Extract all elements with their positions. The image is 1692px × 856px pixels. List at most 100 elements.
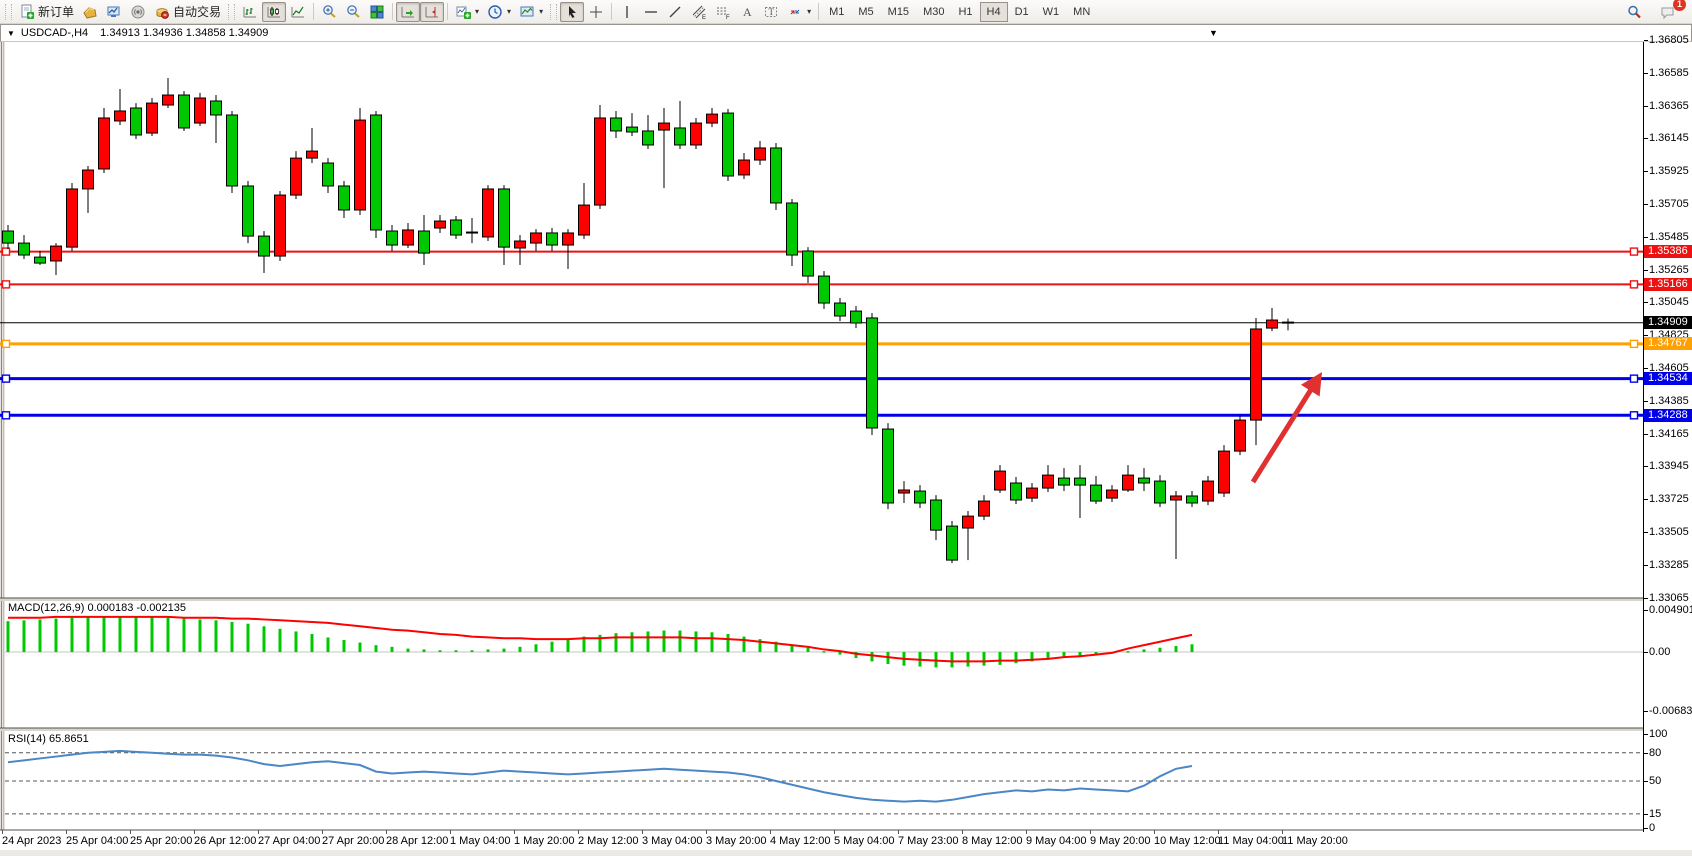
market-watch-button[interactable] [102,2,126,22]
date-tick-mark [130,830,131,834]
chart-window-titlebar[interactable]: ▼ USDCAD-,H4 1.34913 1.34936 1.34858 1.3… [0,24,1692,42]
signal-button[interactable] [126,2,150,22]
toolbar-grip[interactable] [5,3,12,20]
date-label: 28 Apr 12:00 [386,835,449,847]
timeframe-group: M1 M5 M15 M30 H1 H4 D1 W1 MN [822,1,1097,22]
dropdown-arrow-icon: ▾ [807,7,812,16]
window-marker-icon[interactable]: ▼ [1209,28,1218,38]
macd-tick: 0.004901 [1644,604,1692,616]
text-tool-button[interactable]: A [735,2,759,22]
bar-chart-button[interactable] [238,2,262,22]
date-label: 2 May 12:00 [578,835,639,847]
zoom-out-button[interactable] [341,2,365,22]
hline-price-tag: 1.34288 [1644,408,1692,422]
timeframe-h1[interactable]: H1 [958,5,973,18]
date-label: 9 May 04:00 [1026,835,1087,847]
price-tick: 1.36145 [1644,132,1689,145]
vertical-line-tool-button[interactable] [615,2,639,22]
toolbar-grip[interactable] [550,3,558,20]
date-label: 1 May 04:00 [450,835,511,847]
bar-chart-icon [243,6,257,17]
date-tick-mark [898,830,899,834]
svg-text:A: A [743,5,752,19]
timeframe-h4[interactable]: H4 [979,1,1008,22]
price-tick: 1.33725 [1644,493,1689,506]
timeframe-mn[interactable]: MN [1073,5,1091,18]
notification-badge: 1 [1673,0,1686,11]
timeframe-d1[interactable]: D1 [1014,5,1029,18]
zoom-in-button[interactable] [317,2,341,22]
crosshair-tool-button[interactable] [584,2,608,22]
price-tick: 1.35265 [1644,263,1689,276]
trendline-icon [669,6,681,17]
auto-trading-button[interactable]: 自动交易 [150,2,225,22]
date-label: 8 May 12:00 [962,835,1023,847]
templates-button[interactable]: ▾ [515,2,547,22]
chart-plot-area[interactable]: MACD(12,26,9) 0.000183 -0.002135 RSI(14)… [0,42,1644,832]
price-tick: 1.35045 [1644,296,1689,309]
arrows-tool-button[interactable]: ▾ [783,2,815,22]
auto-trading-icon [156,7,169,19]
rsi-tick: 0 [1643,822,1656,834]
price-tick: 1.33285 [1644,558,1689,571]
toolbar-separator [611,3,613,20]
date-tick-mark [450,830,451,834]
timeframe-m1[interactable]: M1 [829,5,845,18]
timeframe-m5[interactable]: M5 [858,5,874,18]
price-axis[interactable]: 1.36805 1.36585 1.36365 1.36145 1.35925 1.357… [1643,34,1692,834]
history-button[interactable] [78,2,102,22]
dropdown-arrow-icon: ▾ [475,7,480,16]
search-button[interactable] [1622,2,1646,22]
timeframe-w1[interactable]: W1 [1042,5,1060,18]
date-label: 7 May 23:00 [898,835,959,847]
svg-text:F: F [726,15,730,20]
periods-button[interactable]: ▾ [483,2,515,22]
date-tick-mark [578,830,579,834]
price-tick: 1.33065 [1644,591,1689,604]
new-order-button[interactable]: 新订单 [15,2,78,22]
macd-tick: 0.00 [1643,646,1671,658]
candlestick-chart-button[interactable] [262,1,287,22]
svg-text:E: E [702,15,706,20]
auto-scroll-button[interactable] [396,1,421,22]
horizontal-line-tool-button[interactable] [639,2,663,22]
date-axis[interactable]: 24 Apr 2023 25 Apr 04:00 25 Apr 20:00 26 Ap… [0,830,1692,850]
chart-shift-button[interactable] [420,1,445,22]
templates-icon [520,6,534,16]
date-tick-mark [258,830,259,834]
date-tick-mark [770,830,771,834]
chart-canvas[interactable] [0,42,1644,832]
rsi-tick: 50 [1643,775,1662,787]
dropdown-arrow-icon: ▾ [539,7,544,16]
notifications-button[interactable]: 1 [1656,0,1686,22]
hline-price-tag: 1.35166 [1644,277,1692,291]
price-tick: 1.35705 [1644,198,1689,211]
channel-tool-button[interactable]: E [687,2,711,22]
line-chart-button[interactable] [286,2,310,22]
price-tick: 1.35485 [1644,230,1689,243]
toolbar-grip[interactable] [228,3,236,20]
rsi-tick: 15 [1643,807,1662,820]
chart-title: USDCAD-,H4 [20,27,89,39]
toolbar-separator [818,3,820,20]
tile-windows-button[interactable] [365,2,389,22]
chart-menu-triangle-icon[interactable]: ▼ [7,28,15,38]
timeframe-m15[interactable]: M15 [887,5,910,18]
price-tick: 1.33505 [1644,526,1689,539]
date-tick-mark [1026,830,1027,834]
price-tick: 1.35925 [1644,165,1689,178]
price-tick: 1.34165 [1644,427,1689,440]
cursor-tool-button[interactable] [560,1,585,22]
zoom-out-icon [347,4,360,18]
date-label: 25 Apr 20:00 [130,835,193,847]
date-label: 26 Apr 12:00 [194,835,257,847]
trendline-tool-button[interactable] [663,2,687,22]
text-label-tool-button[interactable]: T [759,2,783,22]
timeframe-m30[interactable]: M30 [923,5,945,18]
date-tick-mark [962,830,963,834]
date-label: 9 May 20:00 [1090,835,1151,847]
horizontal-line-icon [645,10,658,13]
indicators-button[interactable]: ▾ [451,2,483,22]
periods-clock-icon [488,4,502,19]
fibonacci-tool-button[interactable]: F [711,2,735,22]
